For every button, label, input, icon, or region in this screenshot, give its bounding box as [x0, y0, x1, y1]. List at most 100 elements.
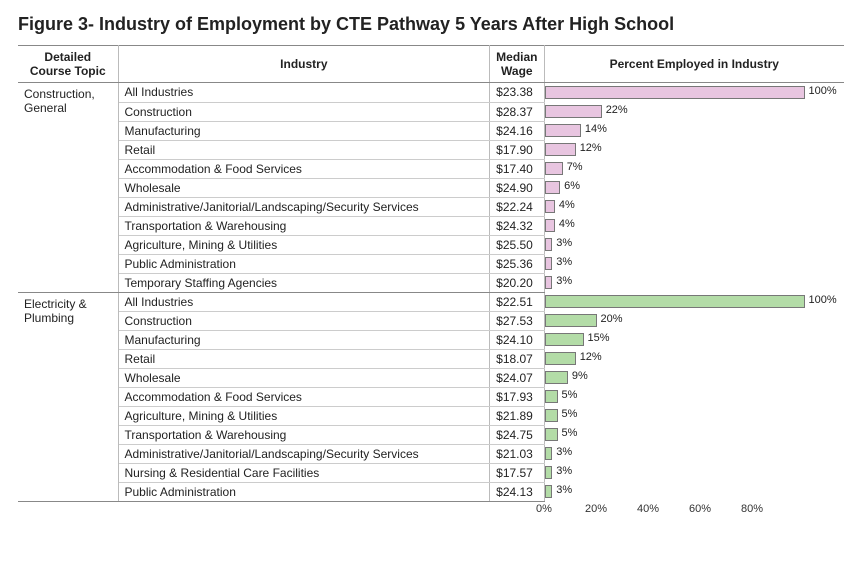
- percent-label: 3%: [556, 275, 572, 287]
- median-wage: $22.24: [490, 197, 544, 216]
- median-wage: $22.51: [490, 292, 544, 311]
- percent-label: 7%: [567, 161, 583, 173]
- table-row: Nursing & Residential Care Facilities$17…: [18, 463, 844, 482]
- bar-cell: 100%: [544, 292, 844, 311]
- industry-name: Agriculture, Mining & Utilities: [118, 406, 490, 425]
- percent-bar: [545, 276, 553, 289]
- x-axis: 0%20%40%60%80%: [544, 501, 844, 523]
- percent-label: 14%: [585, 123, 607, 135]
- course-topic: Construction, General: [18, 83, 118, 293]
- percent-bar: [545, 162, 563, 175]
- percent-bar: [545, 371, 568, 384]
- median-wage: $24.32: [490, 216, 544, 235]
- percent-label: 5%: [562, 408, 578, 420]
- percent-bar: [545, 466, 553, 479]
- percent-bar: [545, 447, 553, 460]
- median-wage: $21.03: [490, 444, 544, 463]
- table-row: Transportation & Warehousing$24.324%: [18, 216, 844, 235]
- percent-label: 5%: [562, 427, 578, 439]
- table-row: Retail$17.9012%: [18, 140, 844, 159]
- percent-label: 5%: [562, 389, 578, 401]
- industry-name: Public Administration: [118, 254, 490, 273]
- bar-cell: 22%: [544, 102, 844, 121]
- industry-name: Accommodation & Food Services: [118, 387, 490, 406]
- course-topic: Electricity & Plumbing: [18, 292, 118, 501]
- percent-label: 22%: [606, 104, 628, 116]
- industry-name: Public Administration: [118, 482, 490, 501]
- median-wage: $25.50: [490, 235, 544, 254]
- percent-label: 12%: [580, 142, 602, 154]
- median-wage: $24.13: [490, 482, 544, 501]
- table-row: Construction$28.3722%: [18, 102, 844, 121]
- median-wage: $24.75: [490, 425, 544, 444]
- median-wage: $17.57: [490, 463, 544, 482]
- bar-cell: 3%: [544, 273, 844, 292]
- industry-name: Retail: [118, 349, 490, 368]
- median-wage: $17.93: [490, 387, 544, 406]
- table-row: Construction, GeneralAll Industries$23.3…: [18, 83, 844, 103]
- percent-bar: [545, 390, 558, 403]
- bar-cell: 4%: [544, 197, 844, 216]
- table-row: Accommodation & Food Services$17.93 5%: [18, 387, 844, 406]
- x-axis-tick: 40%: [637, 503, 659, 515]
- percent-label: 15%: [588, 332, 610, 344]
- industry-name: Administrative/Janitorial/Landscaping/Se…: [118, 197, 490, 216]
- percent-bar: [545, 352, 576, 365]
- bar-cell: 5%: [544, 387, 844, 406]
- x-axis-tick: 20%: [585, 503, 607, 515]
- table-row: Construction$27.5320%: [18, 311, 844, 330]
- header-industry: Industry: [118, 46, 490, 83]
- percent-label: 3%: [556, 465, 572, 477]
- median-wage: $23.38: [490, 83, 544, 103]
- percent-label: 4%: [559, 199, 575, 211]
- industry-name: Temporary Staffing Agencies: [118, 273, 490, 292]
- percent-label: 3%: [556, 446, 572, 458]
- median-wage: $24.90: [490, 178, 544, 197]
- x-axis-tick: 80%: [741, 503, 763, 515]
- x-axis-tick: 0%: [536, 503, 552, 515]
- bar-cell: 20%: [544, 311, 844, 330]
- percent-label: 3%: [556, 237, 572, 249]
- industry-name: Nursing & Residential Care Facilities: [118, 463, 490, 482]
- bar-cell: 14%: [544, 121, 844, 140]
- industry-name: Retail: [118, 140, 490, 159]
- percent-bar: [545, 219, 555, 232]
- percent-label: 3%: [556, 256, 572, 268]
- table-row: Electricity & PlumbingAll Industries$22.…: [18, 292, 844, 311]
- percent-label: 9%: [572, 370, 588, 382]
- header-topic: Detailed Course Topic: [18, 46, 118, 83]
- table-row: Public Administration$24.133%: [18, 482, 844, 501]
- bar-cell: 3%: [544, 444, 844, 463]
- percent-label: 12%: [580, 351, 602, 363]
- percent-bar: [545, 105, 602, 118]
- industry-name: Agriculture, Mining & Utilities: [118, 235, 490, 254]
- percent-bar: [545, 409, 558, 422]
- percent-bar: [545, 314, 597, 327]
- table-row: Accommodation & Food Services$17.407%: [18, 159, 844, 178]
- percent-bar: [545, 200, 555, 213]
- percent-bar: [545, 295, 805, 308]
- industry-name: Manufacturing: [118, 330, 490, 349]
- industry-name: Transportation & Warehousing: [118, 425, 490, 444]
- bar-cell: 12%: [544, 349, 844, 368]
- industry-name: All Industries: [118, 83, 490, 103]
- bar-cell: 7%: [544, 159, 844, 178]
- figure-title: Figure 3- Industry of Employment by CTE …: [18, 14, 844, 35]
- industry-name: Wholesale: [118, 178, 490, 197]
- table-row: Administrative/Janitorial/Landscaping/Se…: [18, 197, 844, 216]
- percent-label: 20%: [601, 313, 623, 325]
- table-row: Manufacturing$24.1015%: [18, 330, 844, 349]
- bar-cell: 3%: [544, 482, 844, 501]
- median-wage: $20.20: [490, 273, 544, 292]
- percent-label: 4%: [559, 218, 575, 230]
- bar-cell: 3%: [544, 235, 844, 254]
- bar-cell: 15%: [544, 330, 844, 349]
- table-row: Transportation & Warehousing$24.75 5%: [18, 425, 844, 444]
- percent-bar: [545, 124, 581, 137]
- header-row: Detailed Course Topic Industry Median Wa…: [18, 46, 844, 83]
- table-row: Wholesale$24.906%: [18, 178, 844, 197]
- percent-label: 100%: [809, 85, 837, 97]
- bar-cell: 100%: [544, 83, 844, 103]
- median-wage: $24.07: [490, 368, 544, 387]
- table-row: Agriculture, Mining & Utilities$25.50 3%: [18, 235, 844, 254]
